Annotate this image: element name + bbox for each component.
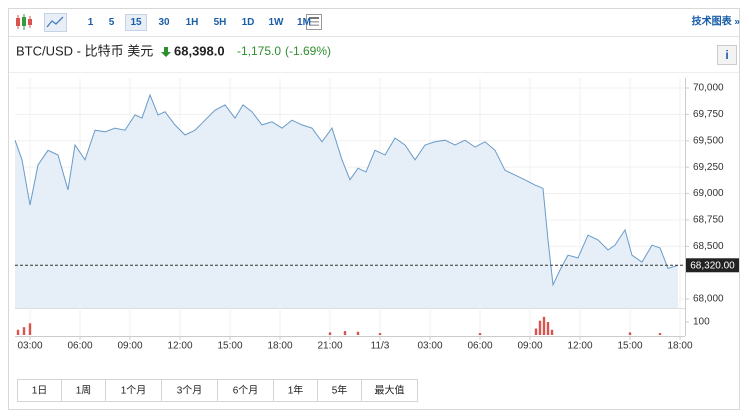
x-tick-label: 12:00 xyxy=(167,341,192,352)
x-tick-label: 21:00 xyxy=(317,341,342,352)
volume-tick-label: 100 xyxy=(693,317,710,328)
settings-icon[interactable] xyxy=(306,14,322,30)
volume-bar xyxy=(550,329,554,335)
volume-bar xyxy=(356,331,360,335)
x-tick-label: 03:00 xyxy=(417,341,442,352)
volume-bar xyxy=(538,320,542,335)
current-price-label: 68,320.00 xyxy=(690,260,735,271)
y-tick-label: 69,750 xyxy=(693,109,724,120)
y-tick-label: 69,000 xyxy=(693,188,724,199)
range-label[interactable]: 1个月 xyxy=(121,385,147,397)
volume-bar xyxy=(22,327,26,335)
volume-bar xyxy=(534,328,538,335)
x-tick-label: 15:00 xyxy=(217,341,242,352)
volume-bar xyxy=(378,333,382,335)
info-label[interactable]: i xyxy=(725,48,728,62)
current-price-tag xyxy=(686,258,739,273)
range-label[interactable]: 1年 xyxy=(288,384,304,397)
volume-bar xyxy=(28,323,32,335)
volume-bar xyxy=(16,329,20,335)
x-tick-label: 18:00 xyxy=(267,341,292,352)
x-tick-label: 18:00 xyxy=(667,341,692,352)
x-tick-label: 09:00 xyxy=(117,341,142,352)
x-tick-label: 06:00 xyxy=(467,341,492,352)
range-button[interactable] xyxy=(361,379,418,402)
interval-button[interactable]: 30 xyxy=(158,17,170,28)
volume-bar xyxy=(542,316,546,335)
y-tick-label: 70,000 xyxy=(693,83,724,94)
y-tick-label: 68,750 xyxy=(693,215,724,226)
volume-bar xyxy=(658,333,662,335)
x-tick-label: 15:00 xyxy=(617,341,642,352)
volume-bar xyxy=(628,332,632,335)
interval-button[interactable]: 1M xyxy=(297,17,311,28)
interval-button[interactable]: 15 xyxy=(130,17,142,28)
change-pct: (-1.69%) xyxy=(285,44,331,58)
info-button[interactable] xyxy=(717,45,737,65)
price: 68,398.0 xyxy=(174,43,225,58)
x-tick-label: 09:00 xyxy=(517,341,542,352)
interval-button[interactable]: 1 xyxy=(88,17,94,28)
volume-bar xyxy=(546,321,550,335)
volume-bar xyxy=(328,332,332,335)
range-label[interactable]: 最大值 xyxy=(375,384,405,397)
range-label[interactable]: 6个月 xyxy=(233,385,259,397)
interval-button[interactable]: 1H xyxy=(186,17,199,28)
range-label[interactable]: 3个月 xyxy=(177,385,203,397)
range-label[interactable]: 1日 xyxy=(32,386,48,397)
volume-bar xyxy=(343,331,347,335)
x-tick-label: 12:00 xyxy=(567,341,592,352)
price-line xyxy=(14,93,679,287)
tech-chart-link[interactable]: 技术图表 » xyxy=(692,15,741,28)
x-tick-label: 03:00 xyxy=(17,341,42,352)
y-tick-label: 68,000 xyxy=(693,294,724,305)
candle-icon[interactable] xyxy=(16,14,32,30)
y-tick-label: 68,500 xyxy=(693,241,724,252)
area-fill xyxy=(15,94,678,309)
range-label[interactable]: 5年 xyxy=(332,384,348,397)
change: -1,175.0 xyxy=(237,44,281,58)
symbol: BTC/USD - 比特币 美元 xyxy=(16,43,153,58)
down-arrow xyxy=(161,47,171,57)
volume-bar xyxy=(478,333,482,335)
range-label[interactable]: 1周 xyxy=(76,385,92,397)
interval-button[interactable]: 5H xyxy=(214,17,227,28)
interval-button[interactable]: 1W xyxy=(269,17,285,28)
line-icon[interactable] xyxy=(44,13,67,32)
x-tick-label: 06:00 xyxy=(67,341,92,352)
y-tick-label: 69,500 xyxy=(693,135,724,146)
interval-button[interactable]: 5 xyxy=(109,17,115,28)
interval-active-bg xyxy=(125,14,147,31)
y-tick-label: 69,250 xyxy=(693,162,724,173)
x-tick-label: 11/3 xyxy=(371,341,390,352)
interval-button[interactable]: 1D xyxy=(242,17,255,28)
